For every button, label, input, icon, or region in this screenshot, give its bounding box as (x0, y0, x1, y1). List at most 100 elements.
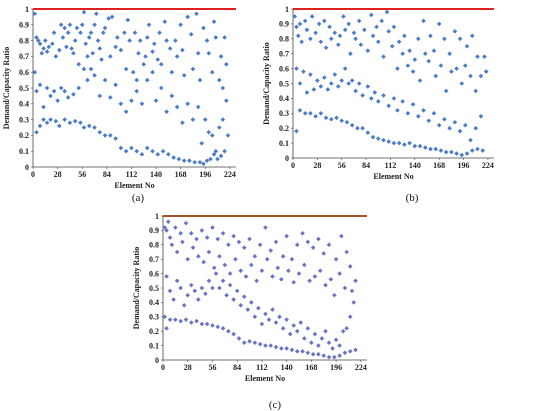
data-point (302, 111, 308, 116)
data-point (279, 346, 284, 351)
scatter-panel-a: 0 0.1 0.2 0.3 0.4 0.5 0.6 0.7 0.8 0.9 1 0 28 56 84 112 1… (2, 5, 236, 190)
data-point (129, 145, 134, 151)
data-point (44, 120, 50, 126)
data-point (468, 73, 473, 79)
data-point (428, 146, 433, 152)
data-point (171, 155, 176, 160)
y-tick-label: 0.7 (19, 52, 29, 61)
data-point (249, 300, 254, 305)
data-point (151, 41, 157, 47)
data-point (153, 98, 159, 103)
data-point (346, 21, 351, 27)
data-point (457, 36, 463, 42)
data-point (211, 19, 217, 24)
x-tick-label: 168 (305, 363, 317, 372)
data-point (169, 69, 175, 75)
data-point (241, 245, 247, 250)
data-point (400, 51, 405, 56)
y-tick-label: 0.9 (19, 21, 29, 30)
data-point (222, 35, 227, 40)
data-point (108, 133, 113, 138)
data-point (97, 46, 103, 51)
data-point (256, 305, 261, 311)
data-point (118, 145, 124, 151)
data-point (308, 111, 313, 116)
data-point (475, 146, 480, 152)
data-point (449, 149, 454, 155)
data-point (332, 354, 337, 360)
data-point (81, 125, 87, 130)
data-point (76, 62, 81, 67)
data-point (289, 256, 295, 262)
data-point (280, 254, 286, 259)
data-point (337, 271, 342, 276)
data-point (209, 133, 215, 138)
data-point (323, 115, 329, 121)
data-point (464, 43, 470, 49)
data-point (141, 62, 147, 67)
data-point (143, 54, 148, 59)
data-point (305, 350, 311, 356)
y-tick-label: 0.8 (149, 241, 159, 250)
data-point (316, 351, 321, 357)
x-tick-label: 168 (175, 170, 187, 179)
y-tick-label: 0.4 (19, 100, 29, 109)
data-point (123, 109, 129, 114)
data-point (264, 256, 270, 262)
data-point (323, 328, 328, 334)
data-point (178, 318, 183, 324)
data-point (407, 48, 412, 54)
data-point (379, 18, 385, 24)
data-point (298, 320, 304, 325)
data-point (348, 51, 353, 56)
data-point (188, 320, 194, 325)
y-tick-label: 0.8 (19, 36, 29, 45)
data-point (199, 141, 205, 146)
data-point (349, 288, 355, 294)
data-point (213, 271, 219, 276)
data-point (169, 242, 175, 248)
data-point (225, 133, 231, 138)
data-point (297, 81, 303, 86)
y-tick-label: 0.8 (279, 35, 289, 44)
data-point (273, 239, 279, 245)
data-point (372, 90, 378, 95)
data-point (83, 41, 89, 47)
x-tick-label: 224 (482, 161, 494, 170)
data-point (326, 354, 332, 360)
data-point (447, 125, 452, 131)
data-point (197, 77, 203, 83)
data-point (337, 33, 343, 39)
x-tick-label: 0 (291, 161, 295, 170)
data-point (294, 128, 299, 134)
data-point (85, 54, 90, 59)
data-point (217, 285, 222, 291)
data-point (280, 326, 286, 331)
data-point (62, 88, 67, 94)
data-point (130, 69, 136, 75)
x-tick-label: 56 (78, 170, 86, 179)
data-point (51, 88, 57, 94)
data-point (178, 285, 183, 291)
x-tick-label: 56 (338, 161, 346, 170)
data-point (402, 142, 407, 147)
y-tick-label: 0.5 (19, 84, 29, 93)
data-point (381, 54, 386, 59)
data-point (67, 22, 73, 28)
data-point (192, 288, 198, 294)
data-point (391, 96, 397, 101)
data-point (391, 24, 397, 30)
scatter-panel-c: 0 0.1 0.2 0.3 0.4 0.5 0.6 0.7 0.8 0.9 1 0 28 56 84 112 1… (132, 212, 367, 383)
data-point (462, 63, 468, 68)
data-point (322, 18, 327, 24)
data-point (386, 103, 392, 109)
data-point (178, 230, 183, 236)
data-point (351, 30, 357, 36)
x-tick-label: 224 (355, 363, 367, 372)
data-point (459, 81, 465, 86)
data-point (122, 30, 127, 35)
data-point (41, 46, 46, 51)
data-point (386, 29, 392, 34)
data-point (353, 347, 358, 353)
